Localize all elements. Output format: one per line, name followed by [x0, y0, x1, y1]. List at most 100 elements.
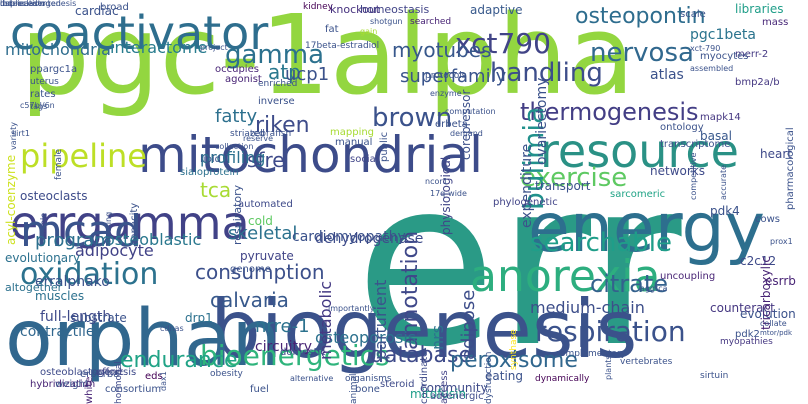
- cloud-word: meeting: [104, 211, 113, 245]
- cloud-word: heart: [760, 147, 792, 161]
- cloud-word: kidney: [303, 2, 333, 12]
- cloud-word: nrs: [428, 324, 447, 350]
- cloud-word: energy: [528, 189, 765, 268]
- cloud-word: skeletal: [228, 223, 298, 244]
- cloud-word: bone: [355, 384, 380, 395]
- cloud-word: uncoupling: [660, 271, 716, 282]
- cloud-word: striated: [230, 129, 265, 139]
- cloud-word: occupies: [215, 64, 259, 75]
- cloud-word: manual: [335, 137, 373, 148]
- cloud-word: oxidation: [20, 257, 159, 292]
- cloud-word: searched: [410, 17, 452, 27]
- cloud-word: hormonal: [114, 361, 124, 404]
- cloud-word: phylogenetic: [493, 197, 558, 208]
- cloud-word: hybridization: [30, 379, 96, 390]
- cloud-word: riken: [255, 113, 310, 138]
- cloud-word: collection: [215, 142, 254, 151]
- cloud-word: competitive: [689, 152, 698, 200]
- cloud-word: nervosa: [590, 38, 694, 68]
- cloud-word: pdk2: [735, 329, 760, 340]
- cloud-word: enable: [39, 212, 48, 240]
- cloud-word: duplication: [0, 0, 45, 8]
- cloud-word: erbeta: [435, 119, 468, 130]
- cloud-word: c57bl/6n: [20, 101, 55, 110]
- cloud-word: anorexia: [470, 251, 661, 302]
- cloud-word: 17q-wide: [430, 189, 467, 198]
- cloud-word: sirtuin: [700, 371, 729, 381]
- cloud-word: superfamily: [400, 66, 507, 87]
- cloud-word: 17beta-estradiol: [305, 41, 380, 51]
- cloud-word: adaptive: [470, 3, 523, 17]
- cloud-word: thermogenesis: [520, 98, 699, 126]
- cloud-word: tags: [30, 102, 48, 111]
- cloud-word: animals: [349, 368, 359, 404]
- cloud-word: mitochondria: [5, 40, 111, 59]
- cloud-word: consumption: [195, 260, 325, 284]
- cloud-word: gain: [360, 27, 378, 36]
- cloud-word: dysfunction: [484, 351, 494, 404]
- cloud-word: parturient: [371, 279, 390, 360]
- cloud-word: networks: [650, 164, 705, 178]
- cloud-word: coactivator: [10, 6, 269, 60]
- cloud-word: pgc-1alpha: [20, 0, 635, 119]
- cloud-word: fuel: [250, 384, 269, 395]
- cloud-word: aggtca: [640, 284, 668, 293]
- cloud-word: ppargc1a: [30, 64, 78, 75]
- cloud-word: accurate: [719, 164, 728, 200]
- cloud-word: mtor/pdk: [760, 329, 793, 337]
- cloud-word: ovariectomy: [534, 77, 550, 165]
- cloud-word: cardiomyopathy: [292, 229, 406, 245]
- cloud-word: weight: [55, 379, 89, 390]
- cloud-word: agonist: [225, 74, 262, 85]
- cloud-word: sirt1: [12, 129, 30, 138]
- cloud-word: bmp2a/b: [735, 77, 780, 88]
- cloud-word: mitofusin: [410, 387, 467, 401]
- cloud-word: sfre: [247, 148, 285, 172]
- cloud-word: program: [35, 230, 112, 251]
- cloud-word: zebrafish: [250, 129, 292, 139]
- cloud-word: consortium: [105, 384, 162, 395]
- cloud-word: osteoblastogenesis: [40, 367, 137, 378]
- cloud-word: female: [54, 148, 64, 180]
- cloud-word: err: [355, 131, 682, 398]
- cloud-word: pgc1beta: [690, 27, 756, 43]
- cloud-word: knockout: [330, 3, 381, 16]
- cloud-word: broad: [100, 2, 129, 13]
- cloud-word: prox1: [770, 237, 793, 246]
- cloud-word: rates: [30, 89, 56, 100]
- cloud-word: bioenergetics: [200, 339, 390, 372]
- cloud-word: adrenergic: [430, 391, 484, 402]
- cloud-word: ucp1: [285, 64, 330, 85]
- cloud-word: basal: [700, 129, 732, 143]
- cloud-word: white: [84, 376, 95, 404]
- cloud-word: organisms: [345, 374, 392, 384]
- cloud-word: adipocyte: [75, 241, 154, 260]
- cloud-word: osteoblastic: [105, 230, 202, 249]
- cloud-word: fatty: [215, 106, 258, 127]
- cloud-word: enriched: [258, 79, 298, 89]
- cloud-word: ontology: [660, 122, 704, 133]
- cloud-word: tca: [200, 178, 232, 202]
- cloud-word: circuitry: [255, 339, 313, 355]
- cloud-word: myotubes: [392, 38, 492, 62]
- cloud-word: atp: [268, 60, 301, 84]
- cloud-word: enzyme: [430, 89, 462, 98]
- cloud-word: evolution: [740, 307, 796, 321]
- cloud-word: domestic: [280, 347, 326, 358]
- cloud-word: coordinate: [419, 350, 430, 404]
- cloud-word: erberba: [80, 369, 120, 380]
- cloud-word: transcriptome: [660, 139, 731, 150]
- cloud-word: obesity: [210, 369, 243, 379]
- cloud-word: fat: [325, 24, 339, 35]
- cloud-word: cdnas: [160, 324, 184, 333]
- cloud-word: exercise: [520, 163, 628, 193]
- cloud-word: interactome: [110, 38, 208, 57]
- cloud-word: myocytes: [700, 51, 749, 62]
- cloud-word: adipose: [458, 289, 479, 360]
- cloud-word: effort: [96, 367, 124, 378]
- cloud-word: importantly: [328, 304, 375, 313]
- cloud-word: pdk4: [710, 204, 740, 218]
- cloud-word: biogenesis: [210, 283, 638, 376]
- cloud-word: genome: [230, 264, 271, 275]
